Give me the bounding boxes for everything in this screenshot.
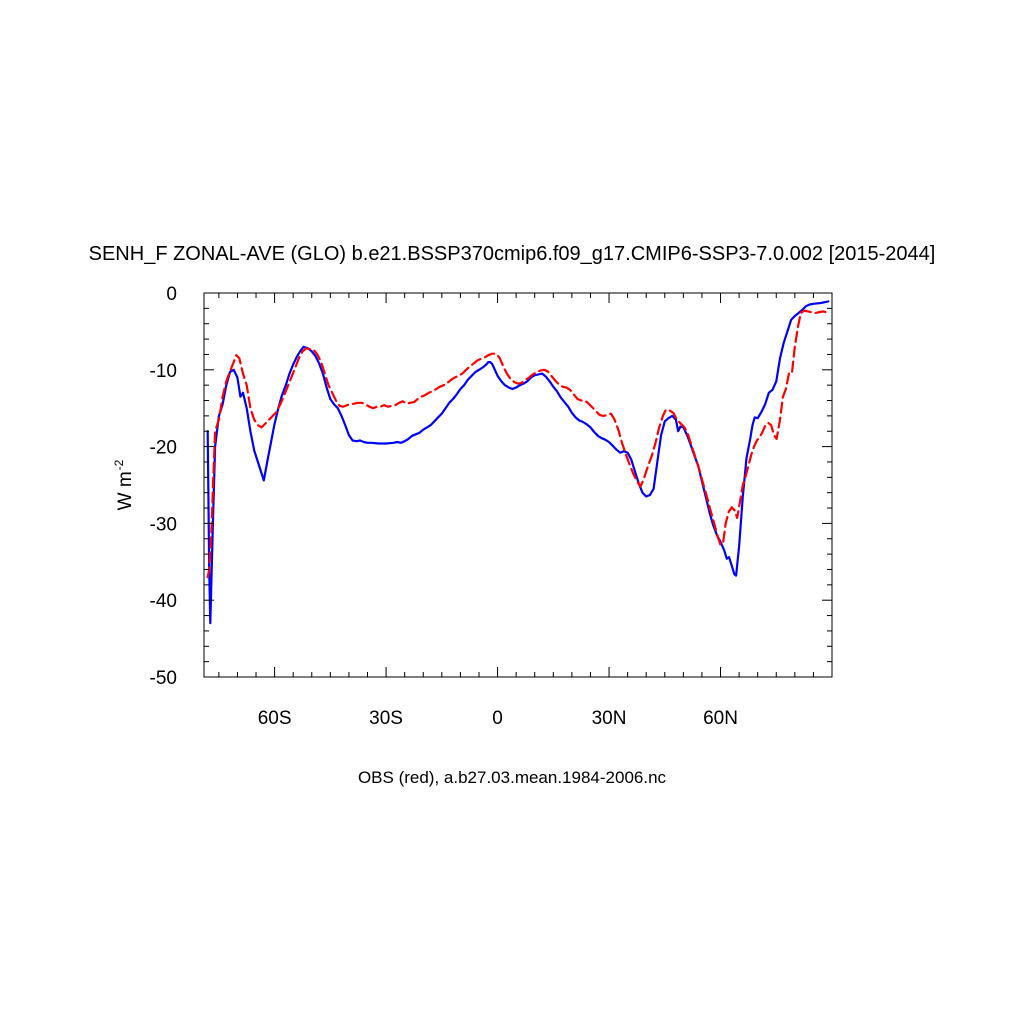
x-tick-label: 60S [258, 708, 292, 729]
y-axis-label: W m-2 [112, 459, 136, 510]
y-tick-label: 0 [166, 284, 177, 305]
chart-title: SENH_F ZONAL-AVE (GLO) b.e21.BSSP370cmip… [89, 243, 936, 265]
y-tick-label: -30 [150, 514, 177, 535]
y-tick-label: -20 [150, 438, 177, 459]
plot-frame [203, 292, 833, 678]
series-line-1 [206, 309, 832, 579]
chart-caption: OBS (red), a.b27.03.mean.1984-2006.nc [358, 768, 667, 787]
y-axis-label-unit: W m [115, 471, 136, 510]
y-tick-label: -10 [150, 361, 177, 382]
series-line-0 [206, 300, 830, 625]
x-tick-label: 0 [492, 708, 503, 729]
tick-labels-group: 60S 30S 0 30N 60N 0 -10 -20 -30 -40 -50 [150, 284, 738, 729]
plot-series-group [206, 300, 832, 625]
y-tick-label: -50 [150, 668, 177, 689]
x-tick-label: 30N [592, 708, 627, 729]
y-axis-label-exponent: -2 [112, 459, 126, 470]
x-tick-label: 30S [369, 708, 403, 729]
x-tick-label: 60N [703, 708, 738, 729]
axis-ticks-group [204, 292, 832, 678]
y-tick-label: -40 [150, 591, 177, 612]
